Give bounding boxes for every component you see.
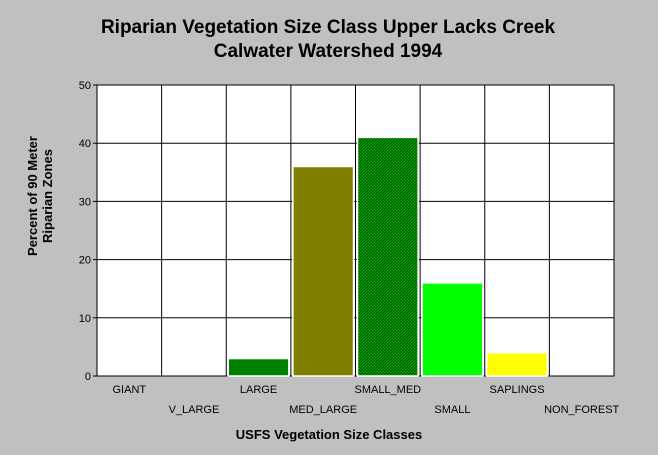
x-category-label: SMALL: [434, 404, 470, 416]
y-axis-ticks: 0 10 20 30 40 50: [79, 80, 97, 383]
x-axis-categories: GIANT V_LARGE LARGE MED_LARGE SMALL_MED SMALL…: [113, 384, 620, 416]
bar-saplings: [486, 351, 549, 377]
bars: [227, 136, 549, 377]
x-category-label: GIANT: [113, 384, 147, 396]
y-tick-label: 30: [79, 196, 91, 208]
y-tick-label: 0: [85, 371, 91, 383]
bar-med-large: [292, 165, 355, 377]
bar-small-med: [356, 136, 419, 377]
chart-title-line2: Calwater Watershed 1994: [214, 41, 443, 62]
y-tick-label: 50: [79, 80, 91, 92]
x-category-label: MED_LARGE: [289, 404, 357, 416]
x-category-label: LARGE: [240, 384, 277, 396]
x-category-label: NON_FOREST: [544, 404, 619, 416]
y-axis-title-line2: Riparian Zones: [40, 149, 55, 243]
x-category-label: V_LARGE: [169, 404, 220, 416]
y-tick-label: 20: [79, 255, 91, 267]
y-axis-title-line1: Percent of 90 Meter: [25, 136, 40, 256]
x-category-label: SMALL_MED: [354, 384, 421, 396]
x-category-label: SAPLINGS: [490, 384, 545, 396]
y-tick-label: 40: [79, 138, 91, 150]
bar-large: [227, 357, 290, 377]
bar-small: [421, 282, 484, 377]
grid-lines: [97, 85, 614, 376]
x-axis-title: USFS Vegetation Size Classes: [236, 427, 422, 442]
y-tick-label: 10: [79, 313, 91, 325]
chart-title-line1: Riparian Vegetation Size Class Upper Lac…: [101, 17, 556, 38]
